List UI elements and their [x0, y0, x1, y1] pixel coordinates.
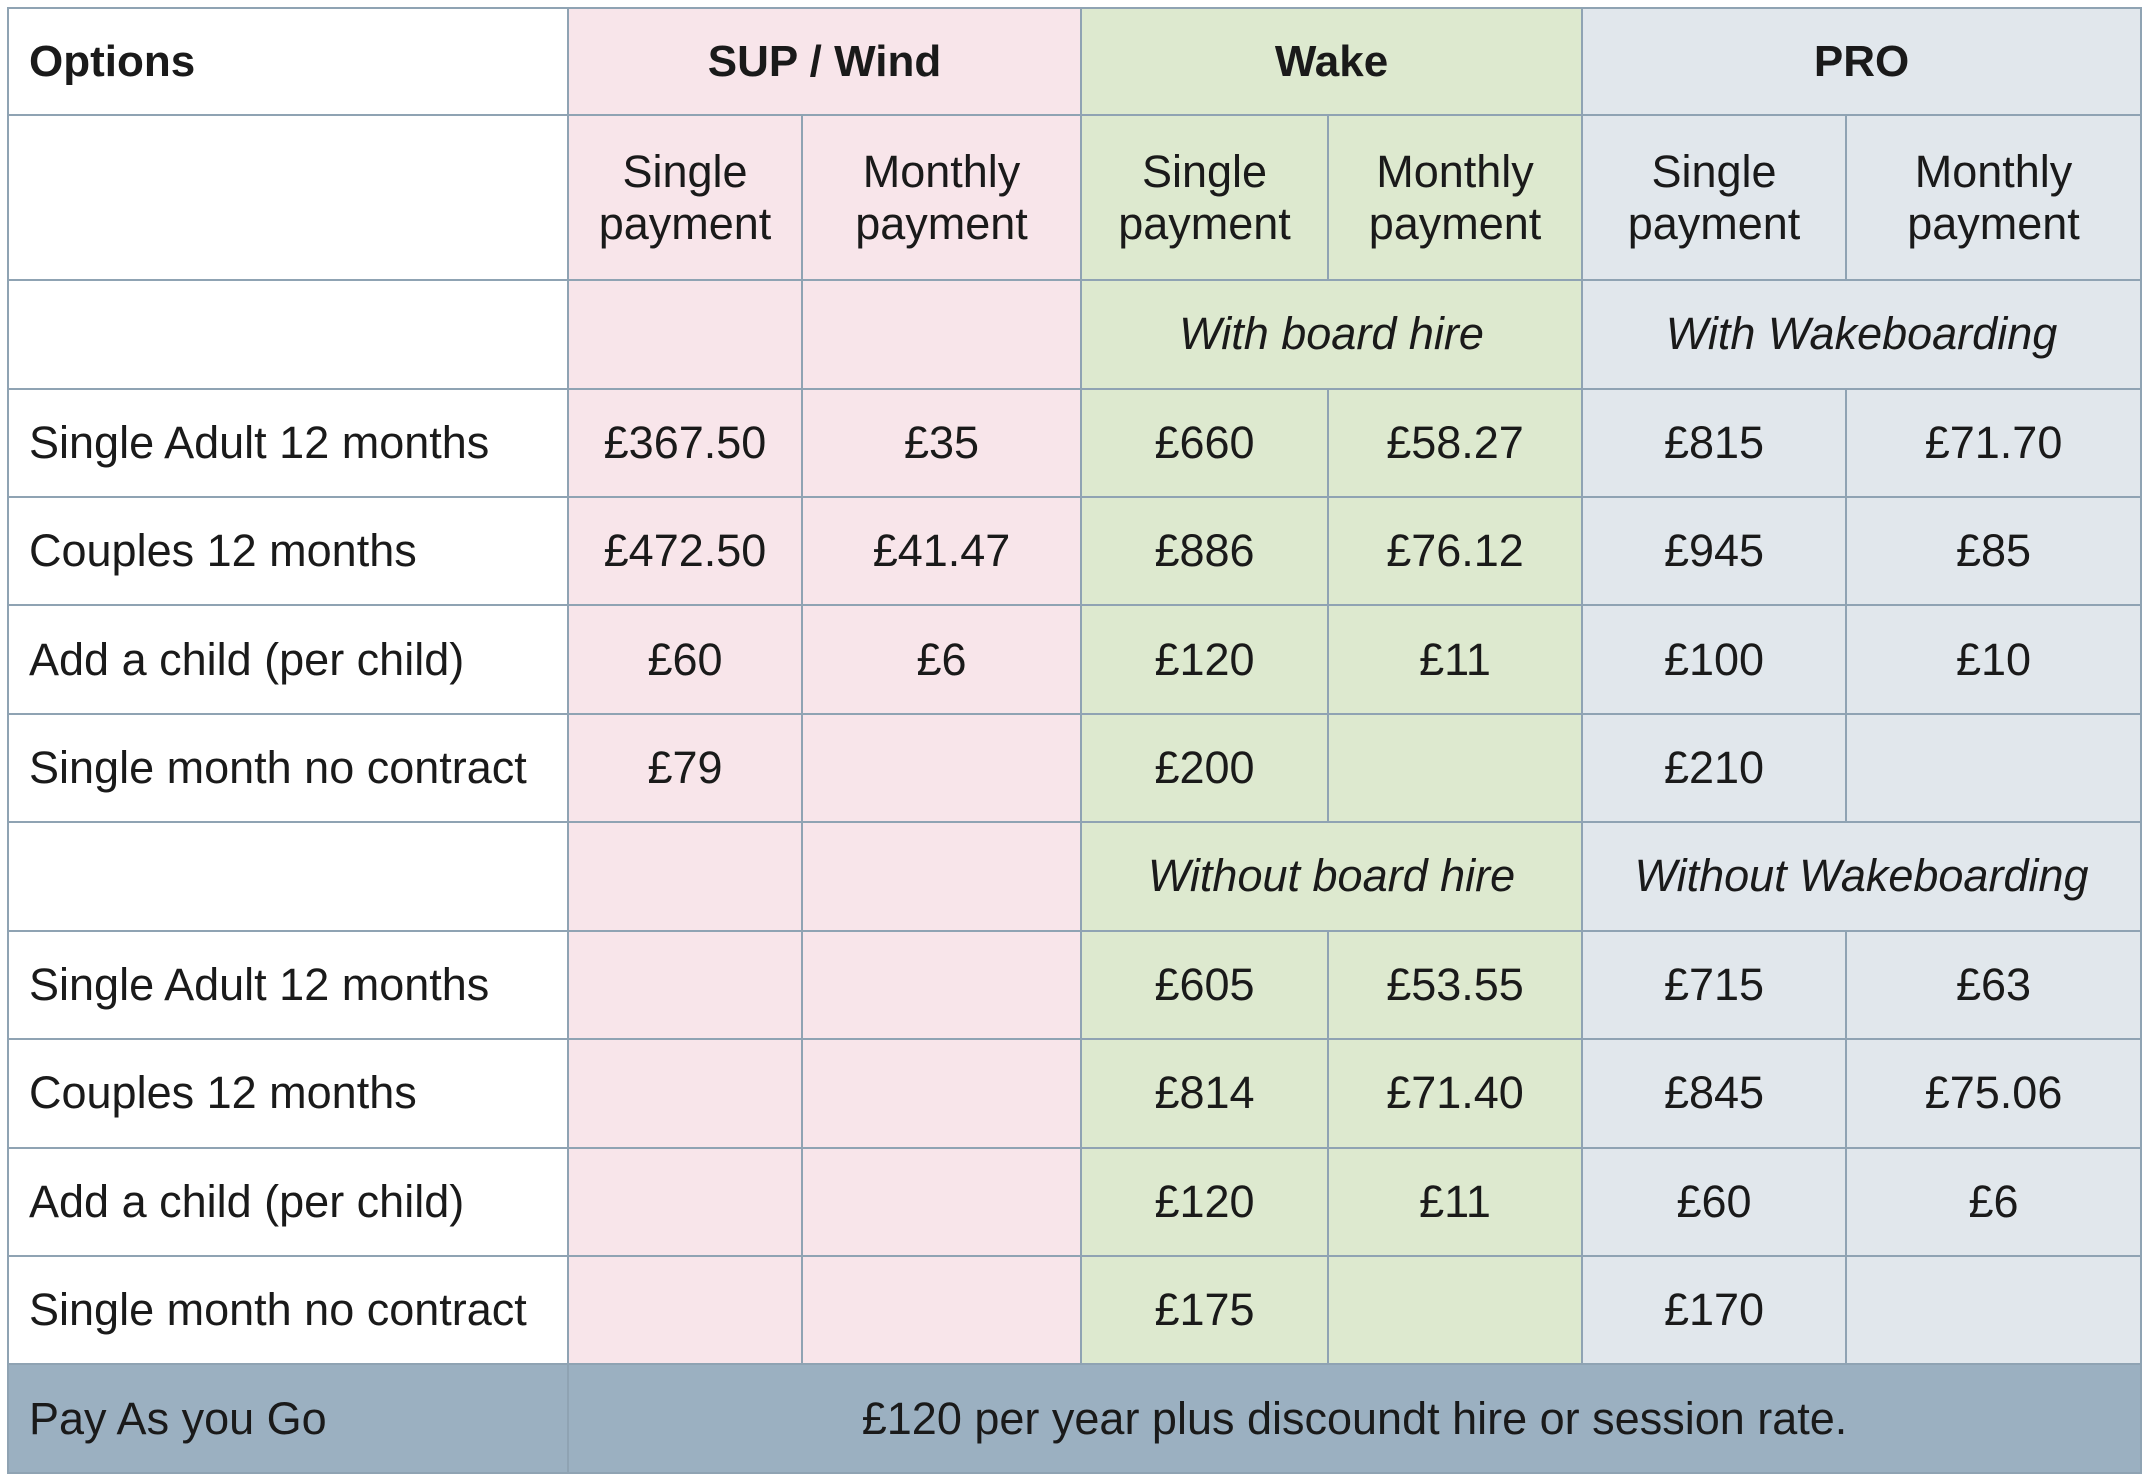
price-cell: £75.06	[1845, 1038, 2143, 1149]
row-label: Single month no contract	[7, 712, 569, 824]
row-label: Add a child (per child)	[7, 1146, 569, 1258]
empty-cell	[567, 821, 803, 932]
wake-single-payment: Single payment	[1080, 114, 1330, 282]
empty-cell	[7, 821, 569, 932]
price-cell: £660	[1080, 387, 1330, 498]
empty-cell	[800, 279, 1083, 390]
wake-header: Wake	[1080, 6, 1584, 117]
price-cell: £58.27	[1327, 387, 1584, 498]
table-row: Add a child (per child) £60 £6 £120 £11 …	[7, 604, 2143, 715]
row-label: Couples 12 months	[7, 1038, 569, 1149]
price-cell	[1327, 712, 1584, 824]
section-note-row: With board hire With Wakeboarding	[7, 279, 2143, 390]
price-cell	[567, 1146, 803, 1258]
price-cell: £605	[1080, 929, 1330, 1041]
price-cell	[1327, 1255, 1584, 1366]
price-cell: £845	[1581, 1038, 1848, 1149]
empty-cell	[7, 114, 569, 282]
table-row: Couples 12 months £814 £71.40 £845 £75.0…	[7, 1038, 2143, 1149]
table-row: Single Adult 12 months £367.50 £35 £660 …	[7, 387, 2143, 498]
options-header: Options	[7, 6, 569, 117]
price-cell: £100	[1581, 604, 1848, 715]
section-note-row: Without board hire Without Wakeboarding	[7, 821, 2143, 932]
empty-cell	[567, 279, 803, 390]
price-cell: £175	[1080, 1255, 1330, 1366]
price-cell: £210	[1581, 712, 1848, 824]
sup-monthly-payment: Monthly payment	[800, 114, 1083, 282]
sup-single-payment: Single payment	[567, 114, 803, 282]
table-row: Couples 12 months £472.50 £41.47 £886 £7…	[7, 495, 2143, 607]
price-cell: £715	[1581, 929, 1848, 1041]
pay-as-you-go-label: Pay As you Go	[7, 1363, 569, 1474]
row-label: Couples 12 months	[7, 495, 569, 607]
table-row: Single Adult 12 months £605 £53.55 £715 …	[7, 929, 2143, 1041]
price-cell: £63	[1845, 929, 2143, 1041]
price-cell: £60	[1581, 1146, 1848, 1258]
sup-wind-header: SUP / Wind	[566, 6, 1083, 117]
price-cell	[567, 1255, 803, 1366]
price-cell	[800, 1255, 1083, 1366]
price-cell	[1845, 712, 2143, 824]
price-cell: £6	[1845, 1146, 2143, 1258]
price-cell	[800, 712, 1083, 824]
price-cell: £200	[1080, 712, 1330, 824]
pay-as-you-go-row: Pay As you Go £120 per year plus discoun…	[7, 1363, 2143, 1474]
price-cell: £85	[1845, 495, 2143, 607]
wake-section-note: With board hire	[1080, 279, 1584, 390]
price-cell: £76.12	[1327, 495, 1584, 607]
price-cell: £472.50	[567, 495, 803, 607]
price-cell: £53.55	[1327, 929, 1584, 1041]
price-cell: £60	[567, 604, 803, 715]
pro-single-payment: Single payment	[1581, 114, 1848, 282]
pro-header: PRO	[1581, 6, 2143, 117]
row-label: Add a child (per child)	[7, 604, 569, 715]
price-cell: £11	[1327, 1146, 1584, 1258]
price-cell: £11	[1327, 604, 1584, 715]
price-cell: £71.70	[1845, 387, 2143, 498]
header-row: Options SUP / Wind Wake PRO	[7, 6, 2143, 117]
row-label: Single Adult 12 months	[7, 387, 569, 498]
price-cell: £170	[1581, 1255, 1848, 1366]
price-cell: £367.50	[567, 387, 803, 498]
pro-section-note: With Wakeboarding	[1581, 279, 2143, 390]
table-row: Add a child (per child) £120 £11 £60 £6	[7, 1146, 2143, 1258]
empty-cell	[7, 279, 569, 390]
price-cell	[567, 1038, 803, 1149]
price-cell: £6	[800, 604, 1083, 715]
empty-cell	[800, 821, 1083, 932]
price-cell: £79	[567, 712, 803, 824]
price-cell: £814	[1080, 1038, 1330, 1149]
price-cell: £71.40	[1327, 1038, 1584, 1149]
price-cell	[800, 1146, 1083, 1258]
pro-monthly-payment: Monthly payment	[1845, 114, 2143, 282]
price-cell: £815	[1581, 387, 1848, 498]
price-cell: £35	[800, 387, 1083, 498]
pay-as-you-go-text: £120 per year plus discoundt hire or ses…	[566, 1363, 2143, 1474]
price-cell	[800, 929, 1083, 1041]
table-row: Single month no contract £175 £170	[7, 1255, 2143, 1366]
wake-monthly-payment: Monthly payment	[1327, 114, 1584, 282]
price-cell: £886	[1080, 495, 1330, 607]
price-cell: £120	[1080, 1146, 1330, 1258]
pricing-table: Options SUP / Wind Wake PRO Single payme…	[7, 6, 2143, 1474]
price-cell	[800, 1038, 1083, 1149]
price-cell: £41.47	[800, 495, 1083, 607]
payment-type-row: Single payment Monthly payment Single pa…	[7, 114, 2143, 282]
price-cell: £945	[1581, 495, 1848, 607]
pro-section-note: Without Wakeboarding	[1581, 821, 2143, 932]
row-label: Single Adult 12 months	[7, 929, 569, 1041]
table-row: Single month no contract £79 £200 £210	[7, 712, 2143, 824]
price-cell: £10	[1845, 604, 2143, 715]
row-label: Single month no contract	[7, 1255, 569, 1366]
price-cell	[1845, 1255, 2143, 1366]
wake-section-note: Without board hire	[1080, 821, 1584, 932]
price-cell	[567, 929, 803, 1041]
price-cell: £120	[1080, 604, 1330, 715]
